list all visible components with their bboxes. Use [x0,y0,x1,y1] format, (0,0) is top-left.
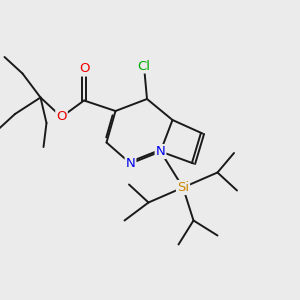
Text: N: N [156,145,165,158]
Text: O: O [79,62,89,76]
Text: Si: Si [177,181,189,194]
Text: O: O [56,110,67,124]
Text: Cl: Cl [137,59,151,73]
Text: N: N [126,157,135,170]
